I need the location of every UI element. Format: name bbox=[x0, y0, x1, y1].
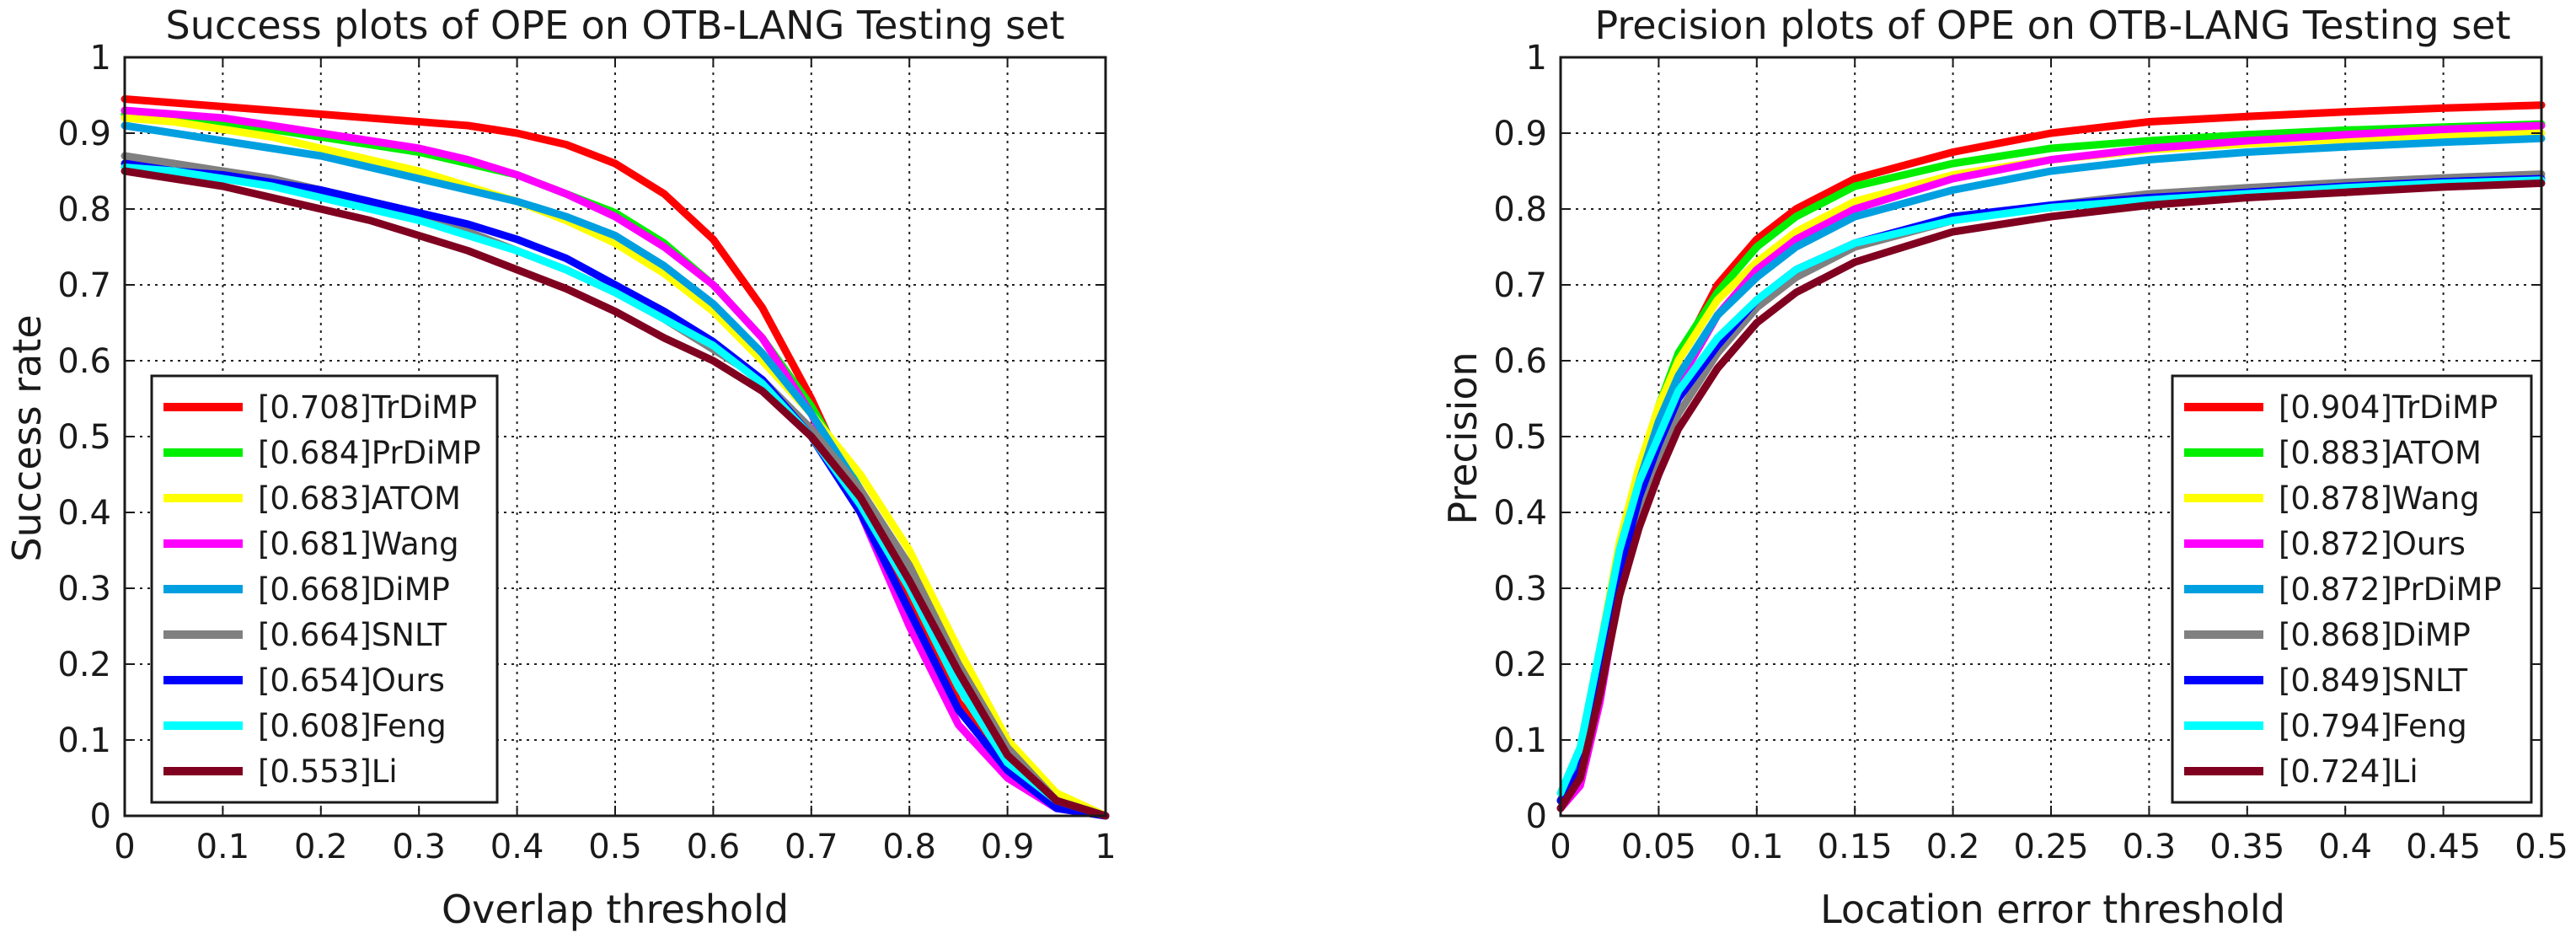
x-tick-label: 0.7 bbox=[785, 828, 838, 866]
legend-entry: [0.878]Wang bbox=[2279, 480, 2480, 517]
legend-entry: [0.724]Li bbox=[2279, 753, 2418, 790]
x-tick-label: 0.4 bbox=[2318, 828, 2372, 866]
y-tick-label: 0.5 bbox=[1493, 418, 1547, 457]
x-tick-label: 0 bbox=[114, 828, 135, 866]
series-line bbox=[120, 164, 1110, 820]
x-tick-label: 0.15 bbox=[1818, 828, 1893, 866]
x-tick-label: 0.5 bbox=[2514, 828, 2568, 866]
success-plot: Success plots of OPE on OTB-LANG Testing… bbox=[4, 3, 1117, 932]
x-tick-label: 0 bbox=[1550, 828, 1571, 866]
legend-entry: [0.794]Feng bbox=[2279, 708, 2467, 744]
y-tick-label: 0.8 bbox=[57, 190, 111, 229]
x-tick-label: 0.45 bbox=[2406, 828, 2481, 866]
x-tick-label: 0.35 bbox=[2209, 828, 2284, 866]
series-line bbox=[1556, 176, 2546, 797]
y-axis-label: Success rate bbox=[4, 314, 50, 561]
y-tick-label: 0.8 bbox=[1493, 190, 1547, 229]
y-tick-label: 0.6 bbox=[1493, 342, 1547, 381]
legend-entry: [0.664]SNLT bbox=[258, 617, 447, 653]
legend-entry: [0.668]DiMP bbox=[258, 571, 450, 608]
series-line bbox=[120, 167, 1110, 820]
y-tick-label: 0 bbox=[1526, 797, 1547, 836]
legend-entry: [0.872]PrDiMP bbox=[2279, 571, 2502, 608]
series-line bbox=[1556, 179, 2546, 812]
y-axis-label: Precision bbox=[1440, 351, 1486, 524]
y-tick-label: 0.6 bbox=[57, 342, 111, 381]
y-tick-label: 0.4 bbox=[1493, 494, 1547, 533]
x-tick-label: 0.25 bbox=[2013, 828, 2088, 866]
legend-entry: [0.849]SNLT bbox=[2279, 662, 2467, 699]
y-tick-label: 0.2 bbox=[57, 646, 111, 684]
y-tick-label: 0.1 bbox=[57, 721, 111, 760]
legend-entry: [0.868]DiMP bbox=[2279, 617, 2471, 653]
y-tick-label: 0.7 bbox=[57, 266, 111, 305]
legend-entry: [0.708]TrDiMP bbox=[258, 389, 477, 426]
legend-entry: [0.684]PrDiMP bbox=[258, 435, 481, 471]
series-line bbox=[120, 106, 1110, 820]
x-tick-label: 0.9 bbox=[981, 828, 1035, 866]
y-tick-label: 0.3 bbox=[1493, 570, 1547, 609]
chart-title: Success plots of OPE on OTB-LANG Testing… bbox=[166, 3, 1065, 48]
y-tick-label: 0.5 bbox=[57, 418, 111, 457]
x-tick-label: 0.3 bbox=[2123, 828, 2177, 866]
legend-entry: [0.608]Feng bbox=[258, 708, 447, 744]
x-tick-label: 0.6 bbox=[687, 828, 741, 866]
legend-entry: [0.883]ATOM bbox=[2279, 435, 2482, 471]
x-tick-label: 0.1 bbox=[1730, 828, 1784, 866]
y-tick-label: 0.7 bbox=[1493, 266, 1547, 305]
x-tick-label: 0.3 bbox=[392, 828, 446, 866]
precision-plot: Precision plots of OPE on OTB-LANG Testi… bbox=[1440, 3, 2568, 932]
legend: [0.904]TrDiMP [0.883]ATOM [0.878]Wang [0.87… bbox=[2171, 374, 2533, 804]
legend: [0.708]TrDiMP [0.684]PrDiMP [0.683]ATOM [0.… bbox=[150, 374, 499, 804]
chart-title: Precision plots of OPE on OTB-LANG Testi… bbox=[1594, 3, 2510, 48]
x-axis-label: Location error threshold bbox=[1820, 887, 2285, 932]
legend-entry: [0.553]Li bbox=[258, 753, 398, 790]
y-tick-label: 1 bbox=[1526, 39, 1547, 78]
y-tick-label: 0.2 bbox=[1493, 646, 1547, 684]
x-tick-label: 0.4 bbox=[490, 828, 544, 866]
series-line bbox=[120, 159, 1110, 820]
y-tick-label: 0.4 bbox=[57, 494, 111, 533]
y-tick-label: 0 bbox=[90, 797, 111, 836]
y-tick-label: 0.3 bbox=[57, 570, 111, 609]
x-tick-label: 0.2 bbox=[1926, 828, 1980, 866]
legend-entry: [0.654]Ours bbox=[258, 662, 445, 699]
x-tick-label: 0.8 bbox=[882, 828, 936, 866]
x-tick-label: 0.5 bbox=[588, 828, 642, 866]
legend-entry: [0.681]Wang bbox=[258, 526, 459, 562]
x-tick-label: 1 bbox=[1095, 828, 1116, 866]
legend-entry: [0.683]ATOM bbox=[258, 480, 461, 517]
x-axis-label: Overlap threshold bbox=[442, 887, 789, 932]
y-tick-label: 1 bbox=[90, 39, 111, 78]
series-line bbox=[120, 114, 1110, 820]
x-tick-label: 0.2 bbox=[294, 828, 348, 866]
y-tick-label: 0.9 bbox=[1493, 115, 1547, 153]
y-tick-label: 0.9 bbox=[57, 115, 111, 153]
y-tick-label: 0.1 bbox=[1493, 721, 1547, 760]
legend-entry: [0.904]TrDiMP bbox=[2279, 389, 2498, 426]
x-tick-label: 0.1 bbox=[196, 828, 250, 866]
x-tick-label: 0.05 bbox=[1621, 828, 1696, 866]
legend-entry: [0.872]Ours bbox=[2279, 526, 2466, 562]
